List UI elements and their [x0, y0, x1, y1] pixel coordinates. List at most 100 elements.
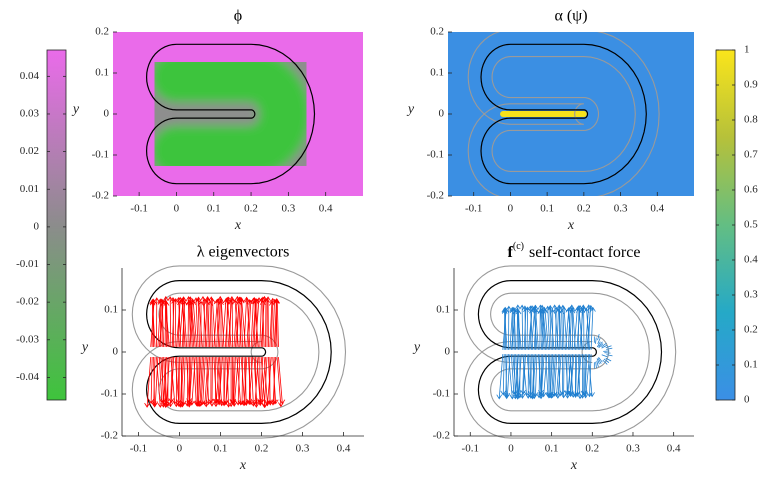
colorbar [46, 49, 67, 401]
quiver-arrow [532, 304, 539, 350]
quiver-arrow [520, 354, 526, 395]
colorbar-tick-label: 0.02 [20, 145, 39, 157]
colorbar-tick-label: 0.5 [744, 219, 758, 231]
quiver-arrow [259, 299, 266, 347]
y-axis-label: y [406, 102, 415, 117]
quiver-arrow [152, 357, 159, 407]
quiver-arrow [606, 354, 613, 357]
title-text: self-contact force [529, 244, 640, 261]
y-tick-label: -0.1 [101, 388, 118, 400]
quiver-arrow [193, 297, 199, 347]
quiver-arrow [597, 333, 600, 341]
quiver-arrow [217, 295, 224, 347]
x-axis-label: x [234, 218, 242, 233]
colorbar-tick-label: 0.01 [20, 183, 39, 195]
quiver-arrow [546, 306, 553, 350]
x-tick-label: -0.1 [130, 203, 147, 215]
quiver-arrow [514, 307, 522, 350]
plot-area [463, 265, 677, 439]
quiver-arrow [555, 354, 562, 399]
contour [477, 280, 663, 424]
quiver-arrow [261, 357, 268, 409]
x-tick-label: 0.2 [255, 443, 269, 455]
quiver-arrow [190, 299, 198, 347]
quiver-arrow [244, 297, 251, 347]
y-tick-label: 0.1 [104, 304, 118, 316]
quiver-arrow [529, 354, 536, 400]
quiver [144, 295, 286, 409]
y-tick-label: -0.1 [433, 388, 450, 400]
quiver-arrow [177, 357, 185, 408]
contour [491, 56, 636, 172]
quiver-arrow [544, 305, 551, 350]
colorbar-tick-label: -0.01 [16, 258, 39, 270]
quiver-arrow [575, 305, 583, 350]
quiver-arrow [269, 300, 275, 347]
quiver-arrow [213, 357, 221, 408]
quiver-arrow [199, 357, 206, 406]
colorbar-tick-label: 1 [744, 44, 750, 56]
y-axis-label: y [80, 340, 89, 355]
quiver-arrow [173, 357, 180, 408]
quiver-arrow [601, 342, 607, 348]
quiver-arrow [209, 297, 216, 347]
y-tick-label: -0.2 [433, 430, 450, 442]
quiver-arrow [542, 308, 549, 350]
colorbar-tick-label: 0 [34, 220, 40, 232]
quiver-arrow [241, 357, 248, 407]
quiver-arrow [596, 341, 601, 348]
quiver-arrow [598, 357, 603, 363]
quiver-arrow [160, 357, 167, 404]
colorbar-tick-label: -0.02 [16, 296, 39, 308]
quiver-arrow [172, 297, 179, 347]
x-tick-label: 0.4 [650, 203, 664, 215]
quiver-arrow [527, 305, 534, 350]
quiver-arrow [203, 357, 210, 408]
x-tick-label: 0 [508, 203, 514, 215]
x-tick-label: 0 [174, 203, 180, 215]
quiver-arrow [144, 357, 152, 408]
quiver-arrow [247, 299, 254, 347]
quiver-arrow [598, 341, 603, 347]
quiver-arrow [504, 354, 511, 398]
colorbar-tick-label: 0.2 [744, 324, 758, 336]
x-tick-label: 0.4 [319, 203, 333, 215]
x-tick-label: 0.1 [545, 443, 559, 455]
quiver-arrow [168, 357, 175, 404]
colorbar-tick-label: 0.9 [744, 79, 758, 91]
quiver-arrow [500, 354, 507, 396]
quiver-arrow [596, 358, 600, 365]
quiver-arrow [606, 347, 613, 350]
quiver-arrow [586, 354, 593, 398]
y-tick-label: -0.2 [101, 430, 118, 442]
quiver-arrow [253, 357, 260, 408]
quiver-arrow [278, 357, 286, 405]
colorbar-tick-label: 0.03 [20, 108, 40, 120]
y-tick-label: -0.2 [427, 190, 444, 202]
quiver-arrow [519, 354, 526, 399]
field-blur [127, 32, 334, 196]
x-tick-label: 0.4 [667, 443, 681, 455]
quiver-arrow [224, 296, 232, 347]
quiver-arrow [216, 357, 223, 405]
x-axis-label: x [567, 218, 575, 233]
plot-area [113, 32, 363, 196]
y-tick-label: -0.1 [92, 149, 109, 161]
x-tick-label: 0 [177, 443, 183, 455]
x-tick-label: -0.1 [462, 443, 479, 455]
quiver-arrow [163, 357, 170, 405]
quiver-arrow [263, 297, 269, 347]
x-tick-label: 0.3 [281, 203, 295, 215]
x-tick-label: 0.3 [626, 443, 640, 455]
quiver-arrow [582, 354, 591, 399]
field-core [150, 51, 311, 177]
quiver-arrow [605, 345, 612, 349]
quiver-arrow [515, 354, 522, 396]
quiver-arrow [264, 357, 272, 407]
quiver-arrow [195, 296, 203, 347]
quiver-arrow [149, 299, 156, 347]
quiver-arrow [273, 298, 279, 347]
quiver-arrow [567, 354, 575, 396]
y-tick-label: 0.1 [430, 67, 444, 79]
quiver-arrow [188, 300, 196, 347]
